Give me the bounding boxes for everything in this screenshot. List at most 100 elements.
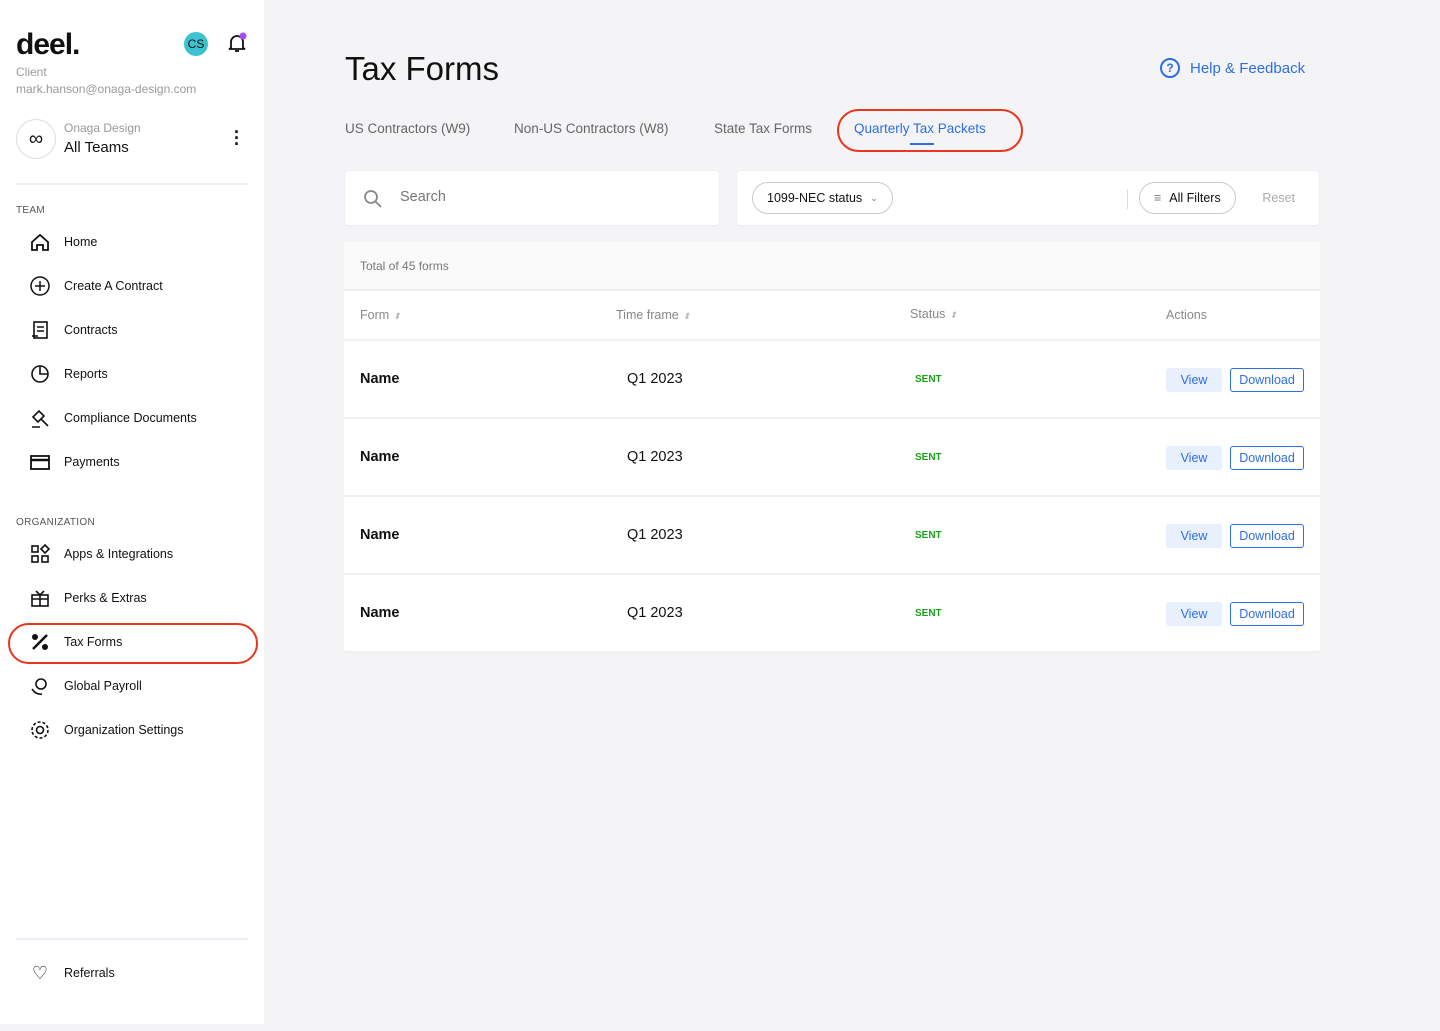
sidebar-item-global-payroll[interactable]: Global Payroll [16, 668, 248, 704]
sort-icon: ⬍ [682, 311, 691, 321]
col-form[interactable]: Form ⬍ [360, 308, 401, 322]
sidebar-item-contracts[interactable]: Contracts [16, 312, 248, 348]
col-timeframe[interactable]: Time frame ⬍ [616, 308, 691, 322]
total-count: Total of 45 forms [344, 242, 1320, 291]
view-button[interactable]: View [1166, 368, 1222, 392]
reset-button[interactable]: Reset [1262, 191, 1295, 205]
status-filter-label: 1099-NEC status [767, 191, 863, 205]
all-filters-button[interactable]: ≡ All Filters [1139, 182, 1236, 214]
gear-icon [16, 719, 64, 741]
divider [1127, 189, 1128, 209]
section-team: TEAM [16, 205, 45, 216]
help-feedback-link[interactable]: ? Help & Feedback [1160, 58, 1305, 78]
user-email: mark.hanson@onaga-design.com [16, 82, 197, 96]
gift-icon [16, 587, 64, 609]
form-name: Name [360, 605, 400, 621]
divider [16, 938, 248, 940]
download-button[interactable]: Download [1230, 524, 1304, 548]
view-button[interactable]: View [1166, 446, 1222, 470]
sidebar-item-apps-integrations[interactable]: Apps & Integrations [16, 536, 248, 572]
sidebar-item-payments[interactable]: Payments [16, 444, 248, 480]
sidebar: deel. CS Client mark.hanson@onaga-design… [0, 0, 264, 1024]
search-placeholder: Search [400, 189, 446, 205]
sidebar-item-organization-settings[interactable]: Organization Settings [16, 712, 248, 748]
nav-label: Apps & Integrations [64, 547, 174, 561]
search-icon [364, 190, 382, 208]
section-organization: ORGANIZATION [16, 517, 95, 528]
form-name: Name [360, 371, 400, 387]
status-badge: SENT [915, 374, 942, 385]
download-button[interactable]: Download [1230, 602, 1304, 626]
form-name: Name [360, 449, 400, 465]
gavel-icon [16, 407, 64, 429]
sidebar-item-perks-extras[interactable]: Perks & Extras [16, 580, 248, 616]
nav-label: Perks & Extras [64, 591, 147, 605]
table-row: Name Q1 2023 SENT View Download [344, 341, 1320, 419]
nav-label: Global Payroll [64, 679, 142, 693]
tab-state-tax-forms[interactable]: State Tax Forms [714, 121, 813, 136]
sidebar-item-reports[interactable]: Reports [16, 356, 248, 392]
page-title: Tax Forms [345, 50, 500, 87]
tab-quarterly-tax-packets[interactable]: Quarterly Tax Packets [854, 121, 986, 145]
status-filter-dropdown[interactable]: 1099-NEC status ⌄ [752, 182, 893, 214]
status-badge: SENT [915, 452, 942, 463]
tab-non-us-contractors[interactable]: Non-US Contractors (W8) [514, 121, 669, 136]
sidebar-item-tax-forms[interactable]: Tax Forms [16, 624, 248, 660]
nav-label: Home [64, 235, 98, 249]
sort-icon: ⬍ [393, 311, 401, 321]
org-team: All Teams [64, 139, 129, 156]
pie-chart-icon [16, 363, 64, 385]
download-button[interactable]: Download [1230, 368, 1304, 392]
nav-label: Organization Settings [64, 723, 184, 737]
apps-icon [16, 543, 64, 565]
col-actions: Actions [1166, 308, 1207, 322]
time-frame: Q1 2023 [627, 449, 683, 465]
chevron-down-icon: ⌄ [870, 192, 878, 203]
time-frame: Q1 2023 [627, 527, 683, 543]
plus-circle-icon [16, 275, 64, 297]
contract-icon [16, 319, 64, 341]
highlight-annotation [8, 623, 258, 664]
view-button[interactable]: View [1166, 602, 1222, 626]
help-label: Help & Feedback [1190, 59, 1306, 77]
sidebar-item-compliance-documents[interactable]: Compliance Documents [16, 400, 248, 436]
time-frame: Q1 2023 [627, 371, 683, 387]
more-icon[interactable]: · · · [234, 122, 240, 154]
nav-label: Tax Forms [64, 635, 123, 649]
question-icon: ? [1160, 58, 1180, 78]
tab-us-contractors[interactable]: US Contractors (W9) [345, 121, 471, 136]
nav-label: Contracts [64, 323, 118, 337]
sidebar-item-referrals[interactable]: ♡ Referrals [16, 955, 248, 991]
divider [16, 183, 248, 185]
filter-bar: 1099-NEC status ⌄ ≡ All Filters Reset [736, 170, 1320, 226]
sidebar-item-create-a-contract[interactable]: Create A Contract [16, 268, 248, 304]
percent-icon [16, 631, 64, 653]
col-status[interactable]: Status ⬍ [910, 307, 957, 321]
highlight-annotation [837, 109, 1023, 152]
table-row: Name Q1 2023 SENT View Download [344, 419, 1320, 497]
download-button[interactable]: Download [1230, 446, 1304, 470]
nav-label: Compliance Documents [64, 411, 197, 425]
nav-label: Payments [64, 455, 120, 469]
nav-label: Reports [64, 367, 108, 381]
sidebar-item-home[interactable]: Home [16, 224, 248, 260]
bell-icon[interactable] [226, 32, 248, 54]
filter-icon: ≡ [1154, 191, 1162, 205]
avatar[interactable]: CS [184, 32, 208, 56]
tax-forms-table: Total of 45 forms Form ⬍ Time frame ⬍ Stat… [344, 242, 1320, 653]
heart-icon: ♡ [31, 962, 49, 983]
org-switcher[interactable]: ∞ Onaga Design All Teams · · · [16, 119, 248, 161]
view-button[interactable]: View [1166, 524, 1222, 548]
home-icon [16, 231, 64, 253]
deel-logo[interactable]: deel. [16, 28, 80, 61]
nav-label: Create A Contract [64, 279, 163, 293]
table-row: Name Q1 2023 SENT View Download [344, 575, 1320, 653]
time-frame: Q1 2023 [627, 605, 683, 621]
search-input[interactable]: Search [344, 170, 720, 226]
sort-icon: ⬍ [949, 310, 957, 320]
user-role: Client [16, 65, 47, 79]
form-name: Name [360, 527, 400, 543]
table-header: Form ⬍ Time frame ⬍ Status ⬍ Actions [344, 291, 1320, 341]
status-badge: SENT [915, 608, 942, 619]
status-badge: SENT [915, 530, 942, 541]
